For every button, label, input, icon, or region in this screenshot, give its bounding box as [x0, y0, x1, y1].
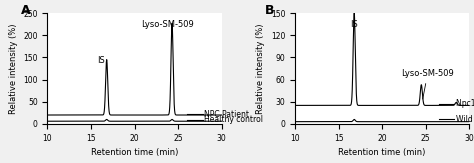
Text: NPC Patient: NPC Patient — [204, 110, 249, 119]
Text: Healthy control: Healthy control — [204, 115, 263, 124]
Text: IS: IS — [350, 20, 358, 29]
Text: A: A — [21, 4, 31, 17]
X-axis label: Retention time (min): Retention time (min) — [91, 148, 178, 157]
Text: B: B — [265, 4, 275, 17]
Text: Lyso-SM-509: Lyso-SM-509 — [142, 20, 194, 29]
X-axis label: Retention time (min): Retention time (min) — [338, 148, 426, 157]
Text: Wild CHO cell: Wild CHO cell — [456, 115, 474, 124]
Text: Lyso-SM-509: Lyso-SM-509 — [401, 69, 454, 99]
Text: IS: IS — [98, 56, 105, 65]
Y-axis label: Relative intensity (%): Relative intensity (%) — [256, 23, 265, 114]
Y-axis label: Relative intensity (%): Relative intensity (%) — [9, 23, 18, 114]
Text: Npc1 KO cell: Npc1 KO cell — [456, 99, 474, 108]
